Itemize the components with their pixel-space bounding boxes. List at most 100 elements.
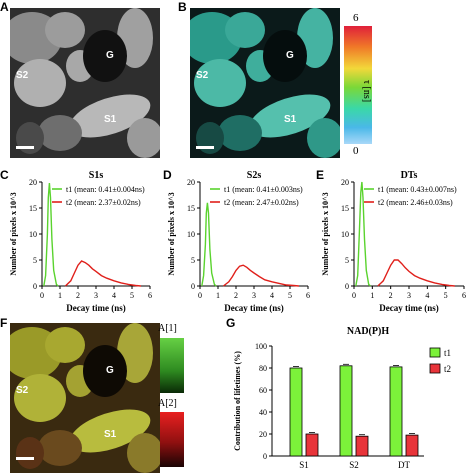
colorbar-unit-label: τ [ns] [361,80,372,103]
y-tick-label: 60 [259,386,267,395]
region-label-s2: S2 [196,70,209,81]
legend-a1-swatch [160,338,184,393]
y-tick-label: 5 [191,256,195,265]
colorbar-max-label: 6 [353,12,359,24]
x-tick-label: 3 [407,291,411,300]
y-axis-label: Number of pixels x 10^3 [321,192,330,275]
y-tick-label: 0 [345,282,349,291]
panel-label-a: A [0,0,9,14]
lifetime-colorbar [344,26,372,144]
y-tick-label: 10 [187,230,195,239]
category-label: DT [398,460,410,470]
panel-label-b: B [178,0,187,14]
y-tick-label: 0 [263,452,267,461]
bar-t2-s2 [355,435,369,457]
region-label-s1: S1 [104,114,117,125]
chart-title: NAD(P)H [347,326,389,337]
chart-title: S2s [247,170,262,181]
x-tick-label: 2 [234,291,238,300]
legend-swatch-t1 [429,347,441,358]
x-tick-label: 1 [370,291,374,300]
decay-chart-s1: S1s 0 1 2 3 4 5 6 0 5 10 15 20 Decay time (ns) Number … [9,170,152,313]
y-tick-label: 15 [29,204,37,213]
x-tick-label: 1 [216,291,220,300]
x-tick-label: 4 [270,291,274,300]
region-label-g: G [106,365,114,376]
series-t2-line [222,264,300,287]
legend-a2-label: A[2] [158,398,177,409]
grayscale-micrograph: G S2 S1 [10,8,160,158]
lifetime-contribution-bar-chart: NAD(P)H 0 20 40 60 80 100 Contribution of lifet… [233,326,451,470]
y-tick-label: 100 [255,342,267,351]
x-tick-label: 4 [425,291,429,300]
x-tick-label: 3 [252,291,256,300]
x-tick-label: 3 [94,291,98,300]
y-axis-label: Number of pixels x 10^3 [9,192,18,275]
region-label-s1: S1 [104,429,117,440]
x-axis-label: Decay time (ns) [66,303,125,313]
x-tick-label: 6 [462,291,466,300]
series-t2-line [64,260,142,287]
region-label-s2: S2 [16,385,29,396]
decay-chart-s2: S2s 0 1 2 3 4 5 6 0 5 10 15 20 Decay time (ns) Number … [167,170,310,313]
bar-t1-dt [389,366,403,457]
x-tick-label: 5 [444,291,448,300]
y-tick-label: 5 [345,256,349,265]
region-label-g: G [106,50,114,61]
legend-label-t1: t1 (mean: 0.41±0.004ns) [66,185,145,194]
panel-label-f: F [0,316,8,330]
x-tick-label: 0 [40,291,44,300]
legend-label-t1: t1 (mean: 0.41±0.003ns) [224,185,303,194]
y-tick-label: 80 [259,364,267,373]
x-tick-label: 1 [58,291,62,300]
legend-a1-label: A[1] [158,323,177,334]
region-label-s1: S1 [284,114,297,125]
x-axis-label: Decay time (ns) [379,303,438,313]
legend-label-t2: t2 (mean: 2.46±0.03ns) [378,198,453,207]
scale-bar [16,457,34,460]
region-label-s2: S2 [16,70,29,81]
series-t2-line [377,259,455,287]
legend-label-t2: t2 [444,364,451,374]
chart-title: DTs [401,170,418,181]
x-tick-label: 2 [76,291,80,300]
panel-label-g-chart: G [226,316,236,330]
y-axis-label: Number of pixels x 10^3 [167,192,176,275]
legend-a2-swatch [160,412,184,467]
legend-label-t2: t2 (mean: 2.37±0.02ns) [66,198,141,207]
x-axis-label: Decay time (ns) [224,303,283,313]
bar-t2-s1 [305,433,319,457]
panel-label-c: C [0,168,9,182]
legend-swatch-t2 [429,363,441,374]
decay-chart-dt: DTs 0 1 2 3 4 5 6 0 5 10 15 20 Decay time (ns) Number … [321,170,466,313]
colorbar-min-label: 0 [353,145,359,157]
y-tick-label: 40 [259,408,267,417]
x-tick-label: 5 [288,291,292,300]
y-tick-label: 20 [341,178,349,187]
category-label: S2 [349,460,359,470]
region-label-g: G [286,50,294,61]
series-t1-line [201,202,217,287]
y-axis-label: Contribution of lifetimes (%) [233,351,242,451]
amplitude-micrograph: G S2 S1 [10,323,160,473]
y-tick-label: 0 [33,282,37,291]
legend-label-t1: t1 [444,348,451,358]
series-t1-line [355,181,371,287]
chart-title: S1s [89,170,104,181]
bar-t1-s1 [289,367,303,457]
series-t1-line [43,182,59,287]
bar-t1-s2 [339,365,353,457]
x-tick-label: 6 [306,291,310,300]
x-tick-label: 4 [112,291,116,300]
y-tick-label: 20 [259,430,267,439]
y-tick-label: 10 [29,230,37,239]
y-tick-label: 0 [191,282,195,291]
x-tick-label: 5 [130,291,134,300]
legend-label-t2: t2 (mean: 2.47±0.02ns) [224,198,299,207]
x-tick-label: 0 [352,291,356,300]
panel-label-d: D [163,168,172,182]
y-tick-label: 15 [341,204,349,213]
lifetime-micrograph: G S2 S1 [190,8,340,158]
x-tick-label: 2 [389,291,393,300]
bar-t2-dt [405,434,419,457]
